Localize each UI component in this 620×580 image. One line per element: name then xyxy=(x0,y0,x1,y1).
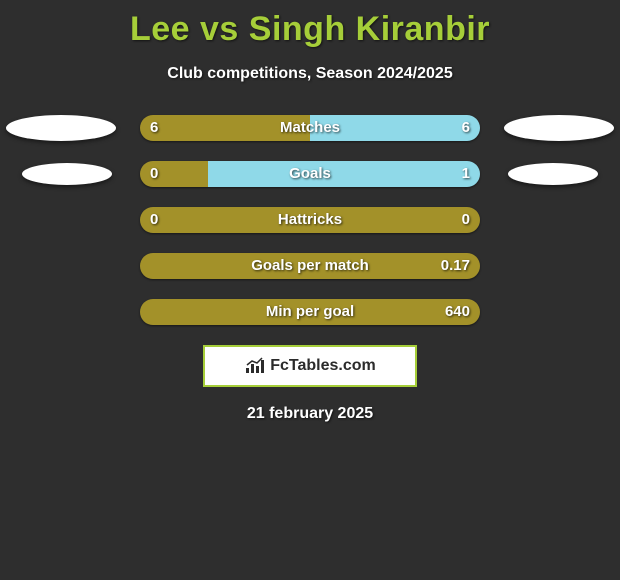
brand-box[interactable]: FcTables.com xyxy=(203,345,417,387)
bar-right-fill xyxy=(208,161,480,187)
bar-track xyxy=(140,161,480,187)
player-right-ellipse xyxy=(508,163,598,185)
bar-track xyxy=(140,207,480,233)
date-text: 21 february 2025 xyxy=(0,405,620,423)
stat-row-goals: 0 Goals 1 xyxy=(0,161,620,187)
bar-left-fill xyxy=(140,161,208,187)
chart-icon xyxy=(244,357,266,375)
subtitle: Club competitions, Season 2024/2025 xyxy=(0,65,620,83)
player-left-ellipse xyxy=(22,163,112,185)
brand-inner: FcTables.com xyxy=(244,357,376,375)
stat-row-goals-per-match: Goals per match 0.17 xyxy=(0,253,620,279)
bar-track xyxy=(140,253,480,279)
stat-row-min-per-goal: Min per goal 640 xyxy=(0,299,620,325)
stat-row-hattricks: 0 Hattricks 0 xyxy=(0,207,620,233)
bar-track xyxy=(140,115,480,141)
brand-text: FcTables.com xyxy=(270,357,376,375)
bar-left-fill xyxy=(140,253,480,279)
stat-row-matches: 6 Matches 6 xyxy=(0,115,620,141)
stats-container: 6 Matches 6 0 Goals 1 0 Hattricks 0 Goal… xyxy=(0,115,620,325)
player-left-ellipse xyxy=(6,115,116,141)
bar-left-fill xyxy=(140,299,480,325)
player-right-ellipse xyxy=(504,115,614,141)
bar-left-fill xyxy=(140,115,310,141)
bar-track xyxy=(140,299,480,325)
bar-left-fill xyxy=(140,207,480,233)
page-title: Lee vs Singh Kiranbir xyxy=(0,0,620,49)
bar-right-fill xyxy=(310,115,480,141)
